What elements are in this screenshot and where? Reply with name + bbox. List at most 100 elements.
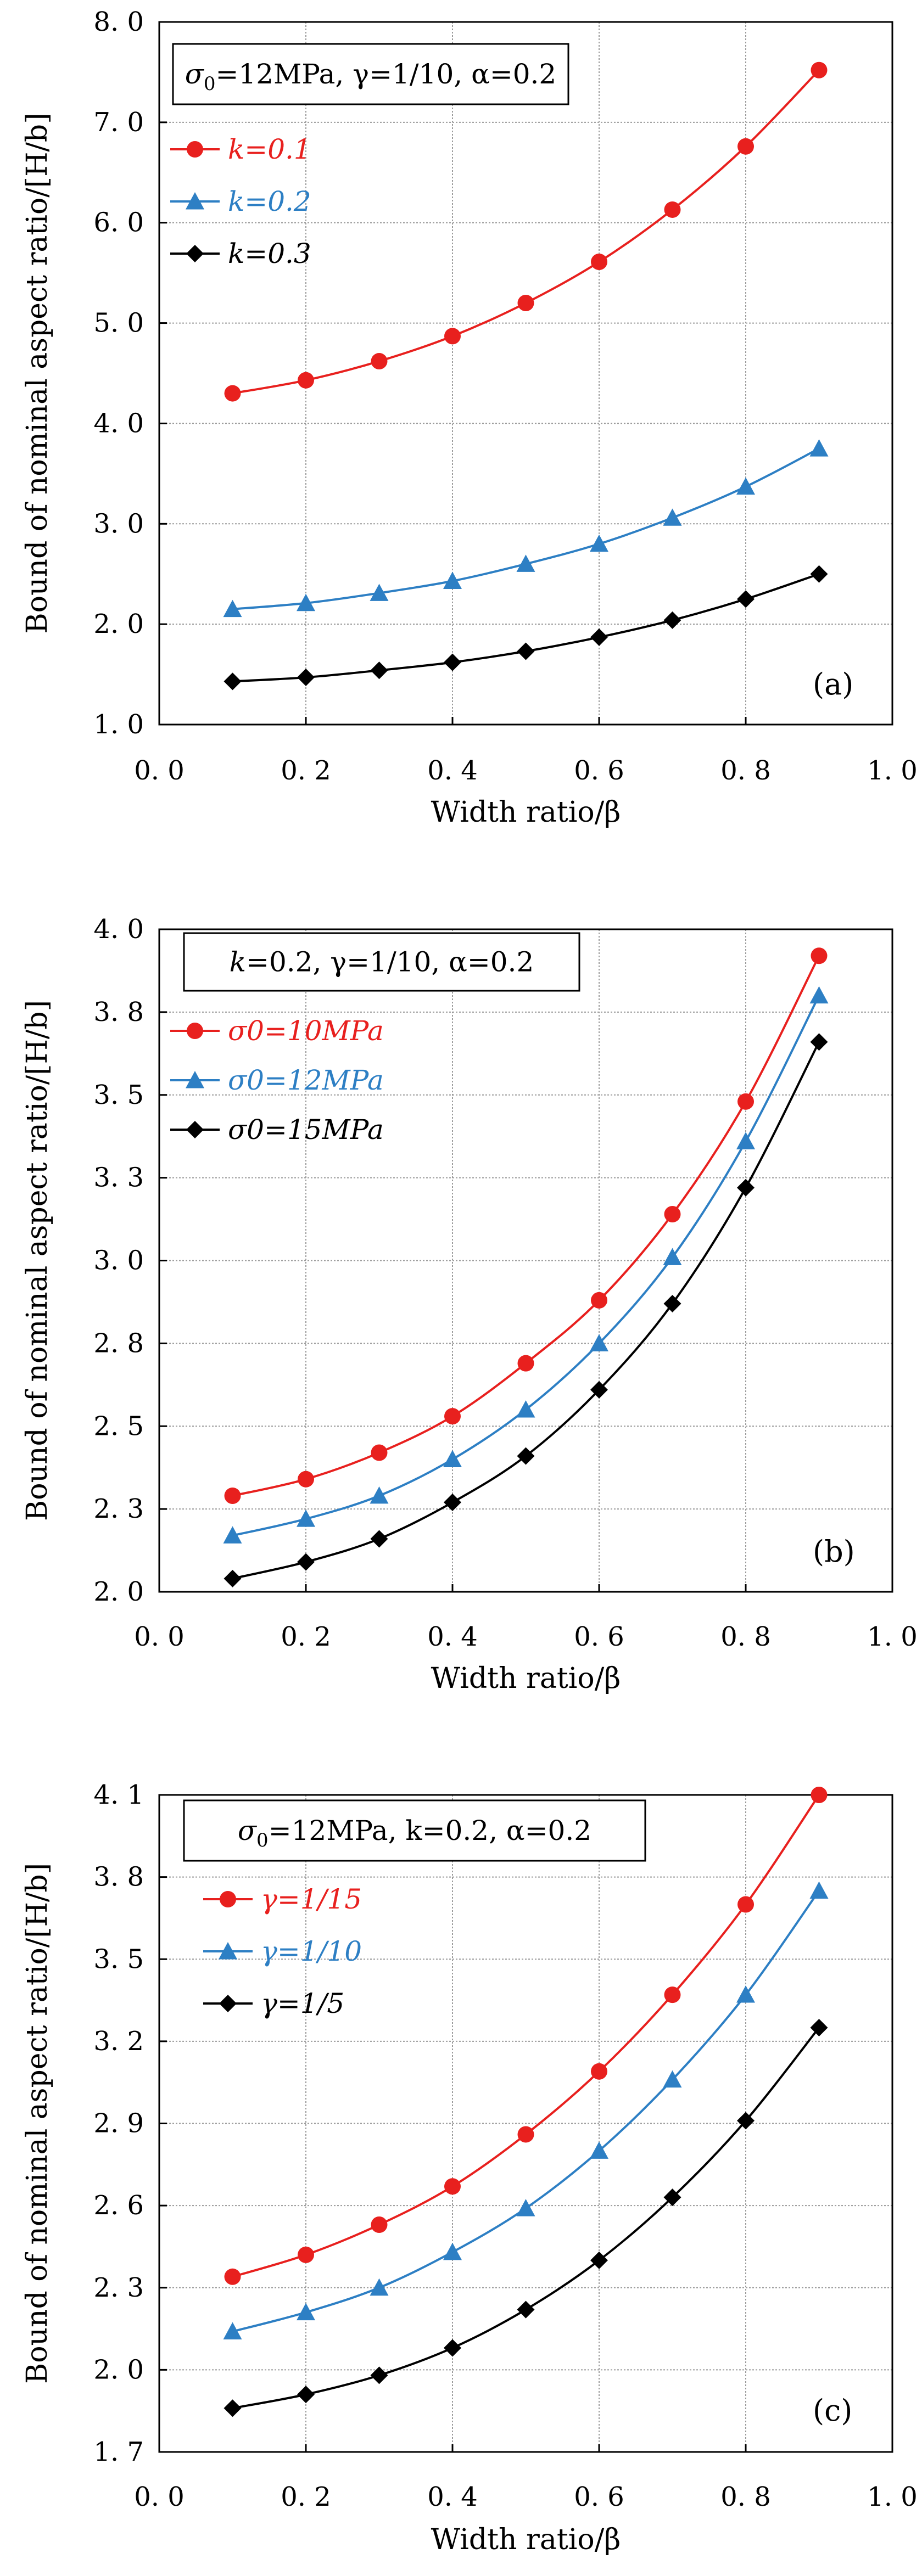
param-box: [172, 43, 569, 105]
series-line-2: [232, 2027, 820, 2410]
data-point: [516, 1400, 535, 1418]
data-point: [737, 2112, 755, 2130]
y-tick-label: 2. 0: [93, 2354, 144, 2385]
data-point: [517, 295, 534, 311]
data-point: [737, 1093, 754, 1110]
x-tick-label: 0. 0: [134, 755, 185, 786]
data-point: [517, 642, 535, 660]
param-text: σ0=12MPa, γ=1/10, α=0.2: [185, 58, 557, 95]
series-line-0: [232, 1794, 820, 2278]
data-point: [297, 1553, 315, 1571]
legend-marker: [186, 192, 204, 210]
data-point: [591, 1292, 607, 1309]
y-tick-label: 4. 0: [93, 408, 144, 439]
data-point: [590, 1334, 608, 1351]
data-point: [444, 1494, 461, 1512]
y-axis-label: Bound of nominal aspect ratio/[H/b]: [21, 1000, 54, 1521]
legend-label-2: γ=1/5: [261, 1988, 344, 2019]
x-tick-label: 0. 4: [427, 755, 478, 786]
data-point: [297, 1509, 315, 1527]
legend-label-2: k=0.3: [228, 238, 311, 270]
legend-label-0: σ0=10MPa: [228, 1015, 384, 1047]
data-point: [297, 669, 315, 687]
y-tick-label: 3. 8: [93, 997, 144, 1028]
data-point: [810, 565, 828, 583]
data-point: [297, 593, 315, 611]
x-tick-label: 0. 6: [574, 1621, 624, 1652]
y-tick-label: 6. 0: [93, 207, 144, 238]
data-point: [737, 1896, 754, 1913]
y-tick-label: 2. 6: [93, 2190, 144, 2221]
panel-label: (a): [813, 667, 853, 701]
data-point: [370, 661, 388, 680]
data-point: [443, 571, 462, 589]
y-tick-label: 5. 0: [93, 308, 144, 339]
data-point: [809, 439, 829, 457]
x-tick-label: 1. 0: [867, 755, 918, 786]
x-tick-label: 0. 8: [720, 2482, 771, 2512]
x-tick-label: 0. 2: [281, 755, 331, 786]
data-point: [590, 1380, 608, 1399]
data-point: [371, 353, 388, 370]
y-axis-label: Bound of nominal aspect ratio/[H/b]: [21, 113, 54, 633]
data-point: [444, 1408, 461, 1425]
data-point: [811, 1787, 828, 1803]
legend-label-0: k=0.1: [228, 133, 311, 165]
legend-marker: [187, 1023, 203, 1039]
y-tick-label: 3. 0: [93, 508, 144, 539]
y-tick-label: 4. 1: [93, 1780, 144, 1810]
data-point: [737, 590, 755, 608]
data-point: [298, 2246, 314, 2263]
data-point: [811, 61, 828, 78]
y-tick-label: 1. 0: [93, 709, 144, 740]
data-point: [298, 1471, 314, 1488]
x-tick-label: 0. 0: [134, 1621, 185, 1652]
data-point: [517, 2300, 535, 2319]
data-point: [224, 1487, 241, 1504]
y-tick-label: 2. 0: [93, 1576, 144, 1607]
data-point: [591, 2063, 607, 2080]
data-point: [663, 1294, 681, 1312]
y-tick-label: 1. 7: [93, 2437, 144, 2467]
plot-frame: [158, 21, 893, 726]
y-tick-label: 8. 0: [93, 7, 144, 37]
data-point: [444, 2339, 461, 2357]
y-tick-label: 2. 3: [93, 2272, 144, 2303]
data-point: [809, 1881, 829, 1899]
data-point: [223, 1569, 242, 1587]
data-point: [223, 672, 242, 691]
data-point: [517, 2126, 534, 2143]
legend-marker: [219, 1942, 237, 1960]
data-point: [590, 628, 608, 646]
legend-marker: [186, 245, 204, 262]
y-tick-label: 2. 0: [93, 609, 144, 639]
y-tick-label: 2. 3: [93, 1494, 144, 1524]
x-tick-label: 0. 0: [134, 2482, 185, 2512]
data-point: [223, 2399, 242, 2417]
x-tick-label: 1. 0: [867, 2482, 918, 2512]
data-point: [370, 583, 389, 601]
data-point: [223, 599, 242, 618]
data-point: [223, 1526, 242, 1544]
data-point: [371, 2216, 388, 2233]
y-tick-label: 2. 8: [93, 1328, 144, 1359]
data-point: [297, 2386, 315, 2404]
data-point: [370, 2366, 388, 2384]
data-point: [590, 2141, 608, 2159]
data-point: [517, 1355, 534, 1372]
x-tick-label: 0. 8: [720, 1621, 771, 1652]
data-point: [443, 2242, 462, 2260]
legend-marker: [220, 1891, 236, 1907]
x-axis-label: Width ratio/β: [431, 796, 621, 829]
legend-label-0: γ=1/15: [261, 1883, 362, 1915]
data-point: [664, 201, 681, 218]
x-axis-label: Width ratio/β: [431, 1662, 621, 1695]
legend-label-1: k=0.2: [228, 186, 311, 217]
data-point: [810, 2018, 828, 2036]
data-point: [443, 1450, 462, 1468]
param-text: σ0=12MPa, k=0.2, α=0.2: [238, 1815, 591, 1851]
legend-marker: [219, 1995, 237, 2012]
x-tick-label: 0. 6: [574, 2482, 624, 2512]
panel-label: (b): [813, 1534, 855, 1569]
